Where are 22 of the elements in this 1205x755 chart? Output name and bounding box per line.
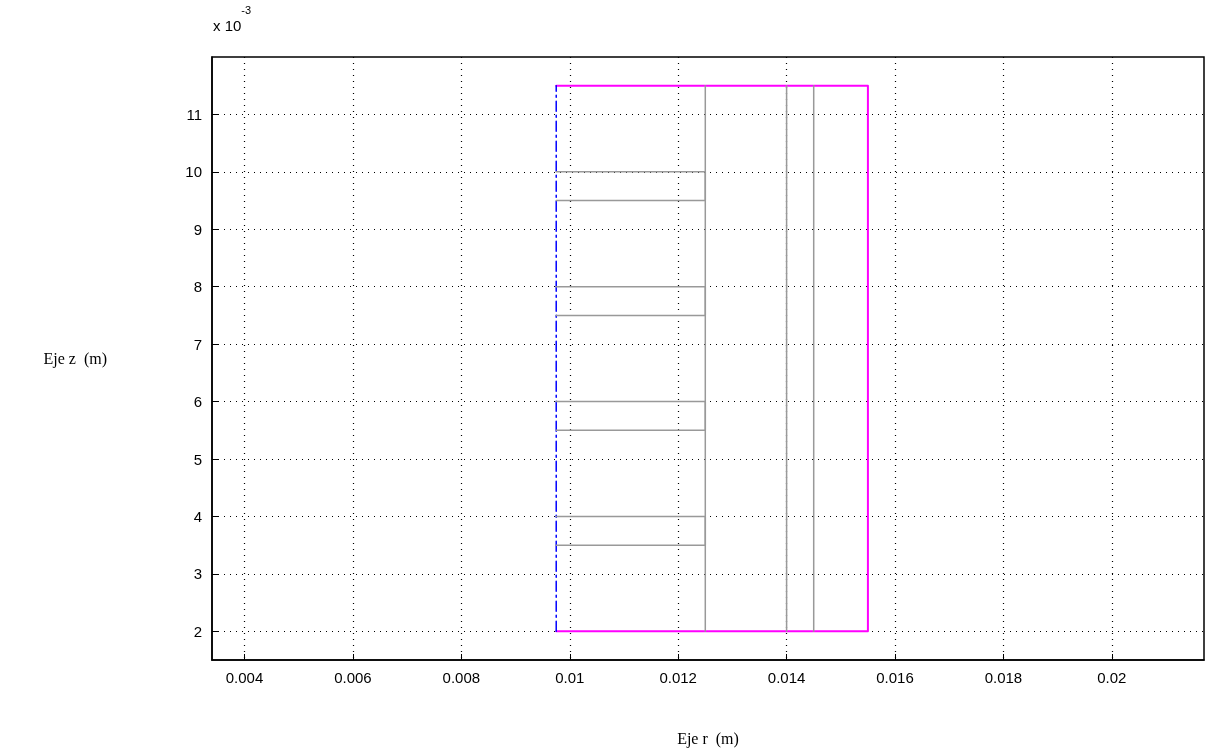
y-tick-label: 2 (193, 622, 202, 640)
y-tick-label: 5 (193, 450, 202, 468)
y-tick-label: 3 (193, 565, 202, 583)
x-tick-label: 0.02 (1097, 669, 1127, 686)
text: x 10-3 (213, 3, 252, 34)
x-tick-label: 0.012 (659, 669, 697, 686)
y-tick-label: 11 (186, 105, 202, 123)
y-tick-label: 10 (185, 163, 202, 181)
x-tick-label: 0.016 (876, 669, 914, 686)
x-tick-label: 0.004 (225, 669, 264, 686)
x-tick-label: 0.014 (767, 669, 806, 686)
y-tick-label: 7 (193, 335, 202, 353)
x-tick-label: 0.008 (442, 669, 481, 686)
x-tick-label: 0.006 (334, 669, 372, 686)
y-tick-label: 6 (193, 393, 202, 411)
y-axis-title: Eje z (m) (43, 350, 107, 368)
x-tick-label: 0.01 (555, 669, 585, 686)
y-tick-label: 8 (193, 278, 202, 296)
x-tick-label: 0.018 (984, 669, 1023, 686)
y-tick-label: 4 (193, 507, 202, 525)
x-axis-title: Eje r (m) (677, 729, 739, 748)
y-tick-label: 9 (193, 220, 202, 238)
